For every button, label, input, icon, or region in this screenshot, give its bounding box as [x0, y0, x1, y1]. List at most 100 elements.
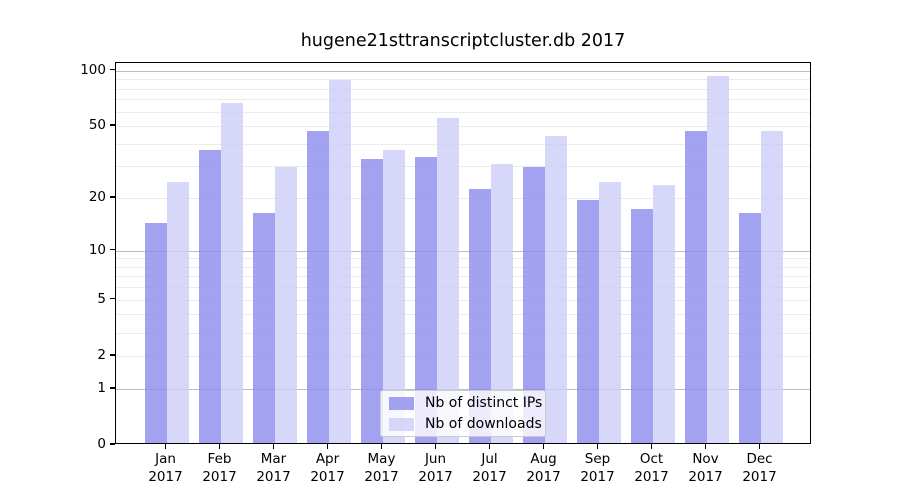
year-label: 2017	[472, 468, 507, 485]
y-tick-mark	[110, 443, 115, 445]
bar-downloads-may	[382, 150, 405, 443]
gridline-major	[116, 388, 810, 390]
y-axis-tick-label: 50	[88, 117, 106, 134]
year-label: 2017	[148, 468, 183, 485]
gridline-minor	[116, 79, 810, 81]
x-axis-tick-label: Apr 2017	[300, 451, 356, 486]
year-label: 2017	[202, 468, 237, 485]
bar-distinct-ips-jul	[468, 188, 491, 443]
x-axis-tick-label: Mar 2017	[246, 451, 302, 486]
gridline-minor	[116, 99, 810, 101]
bar-downloads-jul	[490, 164, 513, 443]
gridline-minor	[116, 276, 810, 278]
year-label: 2017	[418, 468, 453, 485]
x-tick-mark	[758, 444, 761, 449]
bar-distinct-ips-may	[360, 159, 383, 443]
y-axis-tick-label: 2	[97, 346, 106, 363]
legend: Nb of distinct IPs Nb of downloads	[380, 390, 546, 437]
x-axis-tick-label: Nov 2017	[678, 451, 734, 486]
y-tick-mark	[110, 354, 115, 356]
bar-downloads-feb	[220, 103, 243, 443]
x-axis-tick-label: Aug 2017	[516, 451, 572, 486]
gridline-major	[116, 250, 810, 252]
bar-distinct-ips-oct	[630, 208, 653, 443]
bar-downloads-oct	[652, 185, 675, 443]
bar-distinct-ips-apr	[306, 130, 329, 443]
month-label: Jul	[481, 451, 498, 467]
bar-distinct-ips-sep	[576, 200, 599, 443]
month-label: May	[367, 451, 396, 467]
x-tick-mark	[488, 444, 491, 449]
y-tick-mark	[110, 297, 115, 300]
x-axis-tick-label: Feb 2017	[192, 451, 248, 486]
gridline-minor	[116, 314, 810, 316]
x-tick-mark	[434, 444, 437, 449]
month-label: Dec	[746, 451, 773, 467]
legend-label-distinct-ips: Nb of distinct IPs	[425, 395, 543, 411]
bar-downloads-jun	[436, 117, 459, 443]
legend-row-downloads: Nb of downloads	[389, 416, 545, 432]
y-axis-tick-label: 100	[80, 61, 106, 78]
year-label: 2017	[526, 468, 561, 485]
year-label: 2017	[634, 468, 669, 485]
gridline-minor	[116, 355, 810, 357]
year-label: 2017	[256, 468, 291, 485]
y-tick-mark	[110, 387, 115, 389]
x-tick-mark	[326, 444, 329, 449]
bar-downloads-mar	[274, 167, 297, 443]
x-axis-tick-label: Jul 2017	[462, 451, 518, 486]
y-tick-mark	[110, 196, 115, 198]
legend-swatch-downloads	[389, 417, 414, 431]
month-label: Sep	[584, 451, 611, 467]
month-label: Nov	[692, 451, 719, 467]
gridline-minor	[116, 299, 810, 301]
chart-title: hugene21sttranscriptcluster.db 2017	[300, 31, 626, 51]
gridline-minor	[116, 88, 810, 90]
gridline-minor	[116, 198, 810, 200]
y-tick-mark	[110, 68, 115, 71]
x-tick-mark	[542, 444, 545, 449]
month-label: Mar	[260, 451, 287, 467]
month-label: Apr	[315, 451, 340, 467]
bars-layer	[116, 63, 810, 443]
x-axis-tick-label: May 2017	[354, 451, 410, 486]
bar-downloads-jan	[166, 181, 189, 443]
x-tick-mark	[164, 444, 167, 449]
month-label: Oct	[639, 451, 664, 467]
gridline-minor	[116, 258, 810, 260]
x-tick-mark	[380, 444, 383, 449]
bar-downloads-aug	[544, 136, 567, 443]
gridline-minor	[116, 287, 810, 289]
bar-distinct-ips-dec	[738, 213, 761, 443]
legend-label-downloads: Nb of downloads	[425, 416, 542, 432]
x-tick-mark	[650, 444, 653, 449]
y-axis-tick-label: 10	[88, 241, 106, 258]
bar-downloads-apr	[328, 79, 351, 443]
y-tick-mark	[110, 248, 115, 251]
x-axis-tick-label: Oct 2017	[624, 451, 680, 486]
y-axis-tick-label: 1	[97, 379, 106, 396]
bar-distinct-ips-jan	[144, 223, 167, 443]
month-label: Jun	[424, 451, 447, 467]
x-tick-mark	[272, 444, 275, 449]
bar-distinct-ips-mar	[252, 213, 275, 443]
x-axis-tick-label: Jun 2017	[408, 451, 464, 486]
year-label: 2017	[688, 468, 723, 485]
x-axis-tick-label: Jan 2017	[138, 451, 194, 486]
gridline-minor	[116, 143, 810, 145]
gridline-minor	[116, 166, 810, 168]
bar-distinct-ips-aug	[522, 167, 545, 443]
x-axis-tick-label: Sep 2017	[570, 451, 626, 486]
x-axis-tick-label: Dec 2017	[732, 451, 788, 486]
gridline-minor	[116, 126, 810, 128]
month-label: Jan	[155, 451, 176, 467]
gridline-minor	[116, 111, 810, 113]
y-axis-tick-label: 0	[97, 436, 106, 452]
y-tick-mark	[110, 124, 115, 126]
bar-downloads-nov	[706, 76, 729, 443]
legend-row-distinct-ips: Nb of distinct IPs	[389, 395, 545, 411]
bar-downloads-dec	[760, 130, 783, 443]
bar-distinct-ips-nov	[684, 130, 707, 443]
